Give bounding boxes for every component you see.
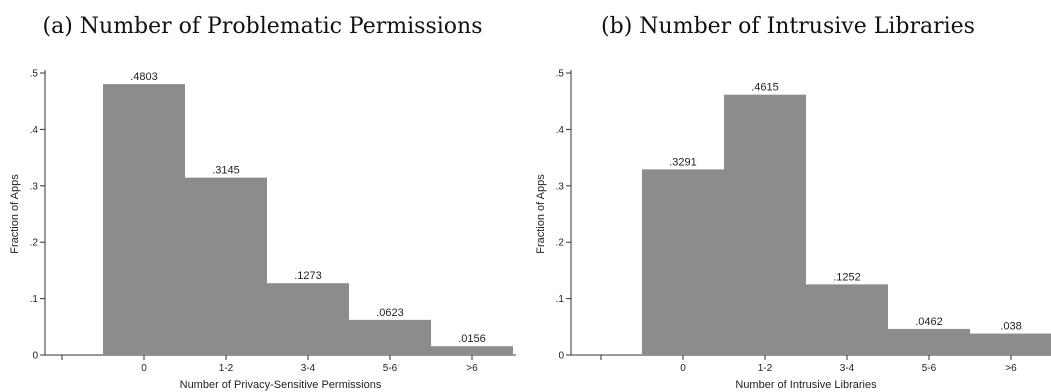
x-tick-label: 1-2 <box>758 363 773 374</box>
x-tick-label: 5-6 <box>922 363 937 374</box>
y-tick-label: .2 <box>556 238 565 249</box>
x-tick-label: >6 <box>1005 363 1017 374</box>
data-label: .0462 <box>915 316 943 328</box>
data-label: .0623 <box>376 307 404 319</box>
bar-chart-a: 0 .1 .2 .3 .4 .5 .4803 .3145 .1273 .0623 .0156 0 1-2… <box>9 69 516 391</box>
bar <box>806 284 888 355</box>
bar <box>185 177 267 355</box>
bar <box>642 169 724 355</box>
data-label: .3145 <box>212 165 240 177</box>
x-tick-label: >6 <box>466 363 478 374</box>
y-axis-label: Fraction of Apps <box>9 174 21 254</box>
y-tick-label: .4 <box>556 125 565 136</box>
bar <box>103 84 185 355</box>
data-label: .038 <box>1000 321 1021 333</box>
chart-title: (a) Number of Problematic Permissions <box>42 14 483 39</box>
x-tick-label: 3-4 <box>301 363 316 374</box>
data-label: .0156 <box>458 333 486 345</box>
x-tick-label: 1-2 <box>219 363 234 374</box>
bar <box>349 319 431 355</box>
bar <box>724 94 806 356</box>
y-tick-label: .2 <box>30 238 39 249</box>
data-label: .4615 <box>751 82 779 94</box>
x-tick-label: 3-4 <box>840 363 855 374</box>
y-tick-label: .5 <box>556 69 565 80</box>
y-tick-label: 0 <box>558 351 564 362</box>
chart-panel-b: (b) Number of Intrusive Libraries 0 .1 .2.… <box>525 0 1051 392</box>
x-axis-label: Number of Privacy-Sensitive Permissions <box>180 379 382 391</box>
x-axis-label: Number of Intrusive Libraries <box>735 379 877 391</box>
y-tick-label: .5 <box>30 69 39 80</box>
bar-chart-b: 0 .1 .2 .3 .4 .5 .3291 .4615 .1252 .0462 .038 0 1-2 3… <box>535 69 1051 391</box>
data-label: .4803 <box>130 71 158 83</box>
x-tick-label: 0 <box>680 363 686 374</box>
y-tick-label: .4 <box>30 125 39 136</box>
y-tick-label: 0 <box>32 351 38 362</box>
y-tick-label: .3 <box>30 181 39 192</box>
x-tick-label: 5-6 <box>383 363 398 374</box>
y-tick-label: .3 <box>556 181 565 192</box>
y-tick-label: .1 <box>30 294 39 305</box>
data-label: .1252 <box>833 271 861 283</box>
y-axis-label: Fraction of Apps <box>535 174 547 254</box>
x-tick-label: 0 <box>141 363 147 374</box>
data-label: .3291 <box>669 156 697 168</box>
bar <box>431 346 513 355</box>
bar <box>970 333 1051 355</box>
y-tick-label: .1 <box>556 294 565 305</box>
chart-title: (b) Number of Intrusive Libraries <box>601 14 975 39</box>
chart-panel-a: (a) Number of Problematic Permissions 0.… <box>0 0 525 392</box>
bar <box>888 328 970 355</box>
bar <box>267 283 349 355</box>
data-label: .1273 <box>294 270 322 282</box>
